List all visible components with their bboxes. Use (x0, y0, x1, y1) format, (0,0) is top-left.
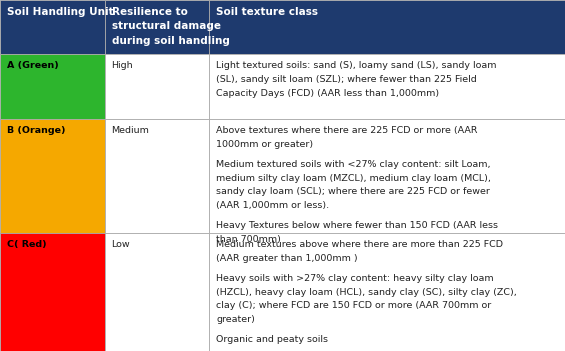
Text: Soil Handling Unit: Soil Handling Unit (7, 7, 114, 17)
Bar (105, 54, 209, 119)
Text: Low: Low (111, 240, 130, 250)
Text: Medium textures above where there are more than 225 FCD: Medium textures above where there are mo… (216, 240, 503, 250)
Text: Soil texture class: Soil texture class (216, 7, 318, 17)
Text: (AAR 1,000mm or less).: (AAR 1,000mm or less). (216, 201, 329, 210)
Text: Medium textured soils with <27% clay content: silt Loam,: Medium textured soils with <27% clay con… (216, 160, 490, 169)
Text: Resilience to
structural damage
during soil handling: Resilience to structural damage during s… (111, 7, 229, 46)
Bar (209, 119, 565, 233)
Text: Capacity Days (FCD) (AAR less than 1,000mm): Capacity Days (FCD) (AAR less than 1,000… (216, 89, 439, 98)
Text: High: High (111, 61, 133, 71)
Bar (0, 119, 105, 233)
Bar (0, 54, 105, 119)
Text: Light textured soils: sand (S), loamy sand (LS), sandy loam: Light textured soils: sand (S), loamy sa… (216, 61, 497, 71)
Text: Above textures where there are 225 FCD or more (AAR: Above textures where there are 225 FCD o… (216, 126, 477, 135)
Bar (0, 0, 105, 54)
Bar (105, 233, 209, 351)
Bar (0, 233, 105, 351)
Text: Organic and peaty soils: Organic and peaty soils (216, 335, 328, 344)
Text: Medium: Medium (111, 126, 149, 135)
Text: (HZCL), heavy clay loam (HCL), sandy clay (SC), silty clay (ZC),: (HZCL), heavy clay loam (HCL), sandy cla… (216, 288, 517, 297)
Text: B (Orange): B (Orange) (7, 126, 66, 135)
Text: C( Red): C( Red) (7, 240, 47, 250)
Text: clay (C); where FCD are 150 FCD or more (AAR 700mm or: clay (C); where FCD are 150 FCD or more … (216, 302, 492, 310)
Text: than 700mm): than 700mm) (216, 234, 281, 244)
Text: medium silty clay loam (MZCL), medium clay loam (MCL),: medium silty clay loam (MZCL), medium cl… (216, 174, 491, 183)
Text: Heavy Textures below where fewer than 150 FCD (AAR less: Heavy Textures below where fewer than 15… (216, 221, 498, 230)
Bar (209, 54, 565, 119)
Bar (105, 0, 209, 54)
Bar (105, 119, 209, 233)
Bar (209, 233, 565, 351)
Text: (SL), sandy silt loam (SZL); where fewer than 225 Field: (SL), sandy silt loam (SZL); where fewer… (216, 75, 477, 84)
Text: 1000mm or greater): 1000mm or greater) (216, 140, 313, 149)
Text: Heavy soils with >27% clay content: heavy silty clay loam: Heavy soils with >27% clay content: heav… (216, 274, 494, 283)
Text: sandy clay loam (SCL); where there are 225 FCD or fewer: sandy clay loam (SCL); where there are 2… (216, 187, 490, 196)
Text: greater): greater) (216, 315, 255, 324)
Bar (209, 0, 565, 54)
Text: A (Green): A (Green) (7, 61, 59, 71)
Text: (AAR greater than 1,000mm ): (AAR greater than 1,000mm ) (216, 254, 358, 263)
